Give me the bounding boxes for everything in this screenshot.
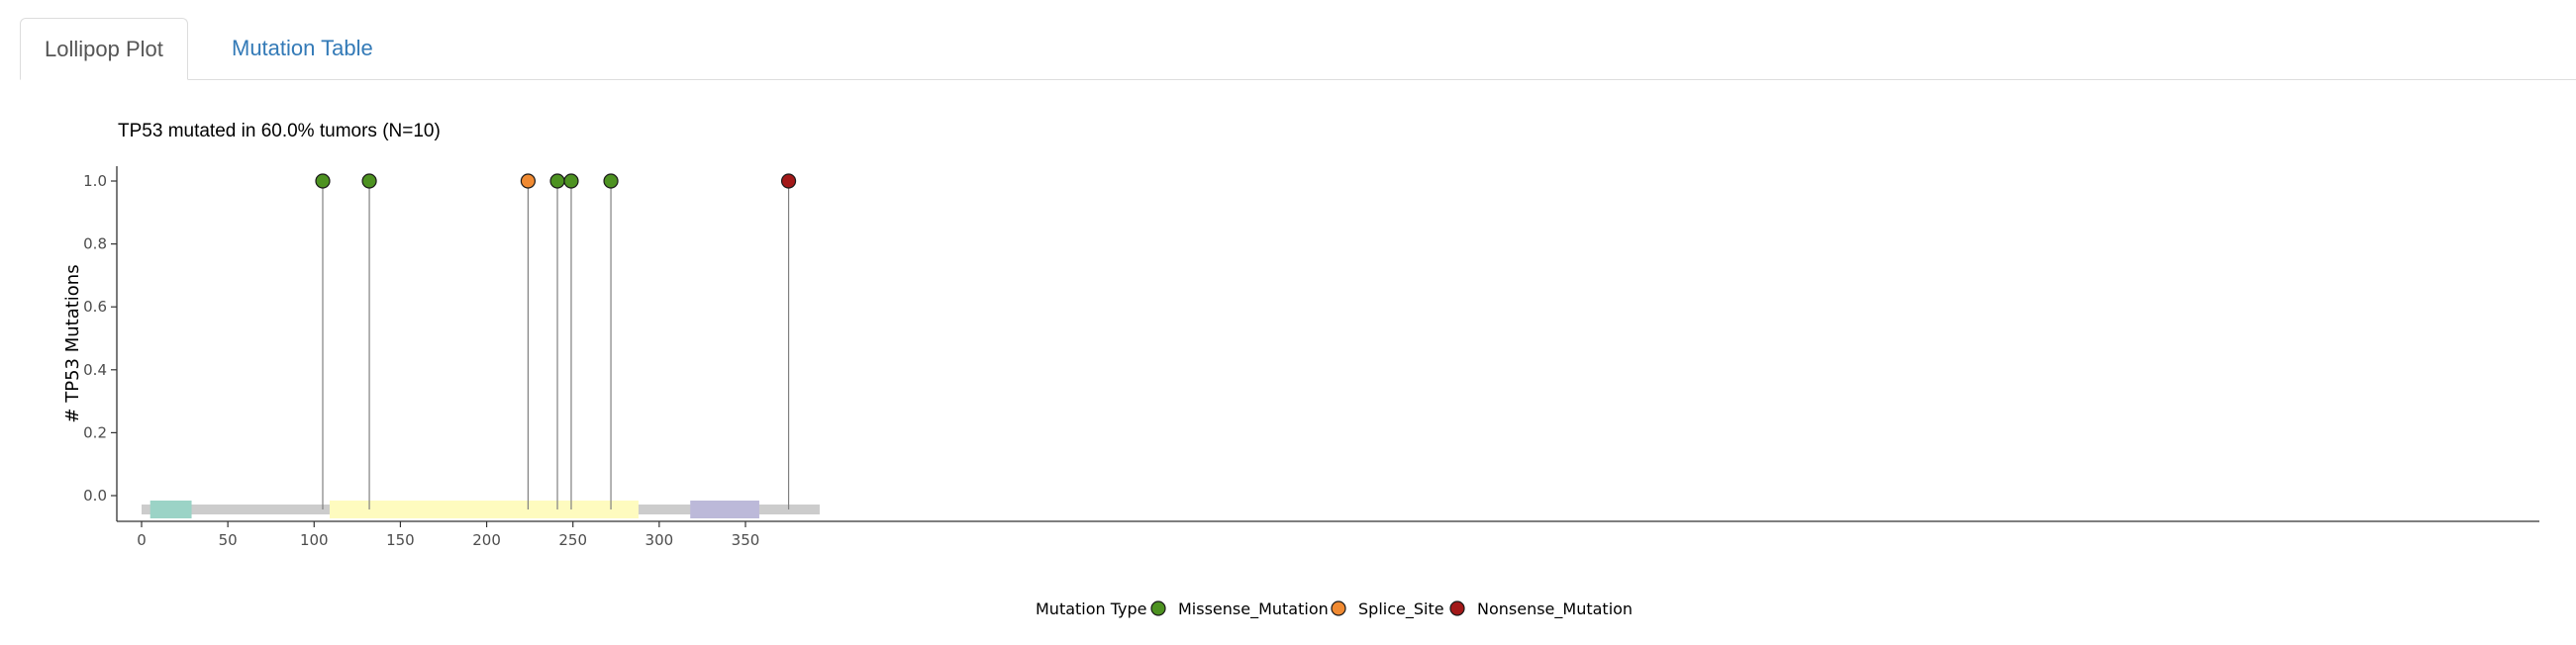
mutation-point[interactable] (520, 173, 537, 189)
x-tick-label: 150 (386, 531, 415, 549)
y-tick-label: 0.8 (83, 235, 107, 253)
y-tick-label: 0.4 (83, 361, 107, 379)
legend-label: Nonsense_Mutation (1477, 599, 1633, 619)
x-tick-label: 0 (137, 531, 147, 549)
mutation-point[interactable] (780, 173, 797, 189)
legend-swatch (1150, 600, 1166, 616)
protein-domain (690, 501, 759, 518)
mutation-point[interactable] (549, 173, 565, 189)
chart-title: TP53 mutated in 60.0% tumors (N=10) (118, 121, 441, 141)
y-tick-label: 1.0 (83, 172, 107, 190)
legend-label: Missense_Mutation (1178, 599, 1329, 619)
mutation-point[interactable] (563, 173, 579, 189)
x-tick-label: 200 (472, 531, 501, 549)
y-tick-label: 0.6 (83, 298, 107, 316)
legend-title: Mutation Type (1036, 599, 1147, 618)
y-tick-label: 0.2 (83, 423, 107, 441)
x-tick-label: 300 (645, 531, 674, 549)
protein-domain (149, 501, 192, 518)
legend-swatch (1449, 600, 1465, 616)
x-tick-label: 100 (300, 531, 329, 549)
tab-mutation-table[interactable]: Mutation Table (232, 36, 373, 60)
y-tick-label: 0.0 (83, 487, 107, 505)
protein-domain (329, 501, 639, 518)
x-tick-label: 250 (558, 531, 587, 549)
x-tick-label: 50 (219, 531, 238, 549)
mutation-point[interactable] (315, 173, 331, 189)
legend-label: Splice_Site (1358, 599, 1444, 619)
mutation-point[interactable] (361, 173, 377, 189)
tab-lollipop-plot[interactable]: Lollipop Plot (20, 18, 188, 80)
legend-swatch (1331, 600, 1346, 616)
x-tick-label: 350 (732, 531, 760, 549)
tab-bar: Lollipop Plot Mutation Table (20, 18, 2576, 80)
y-axis-title: # TP53 Mutations (62, 264, 83, 422)
mutation-point[interactable] (603, 173, 619, 189)
